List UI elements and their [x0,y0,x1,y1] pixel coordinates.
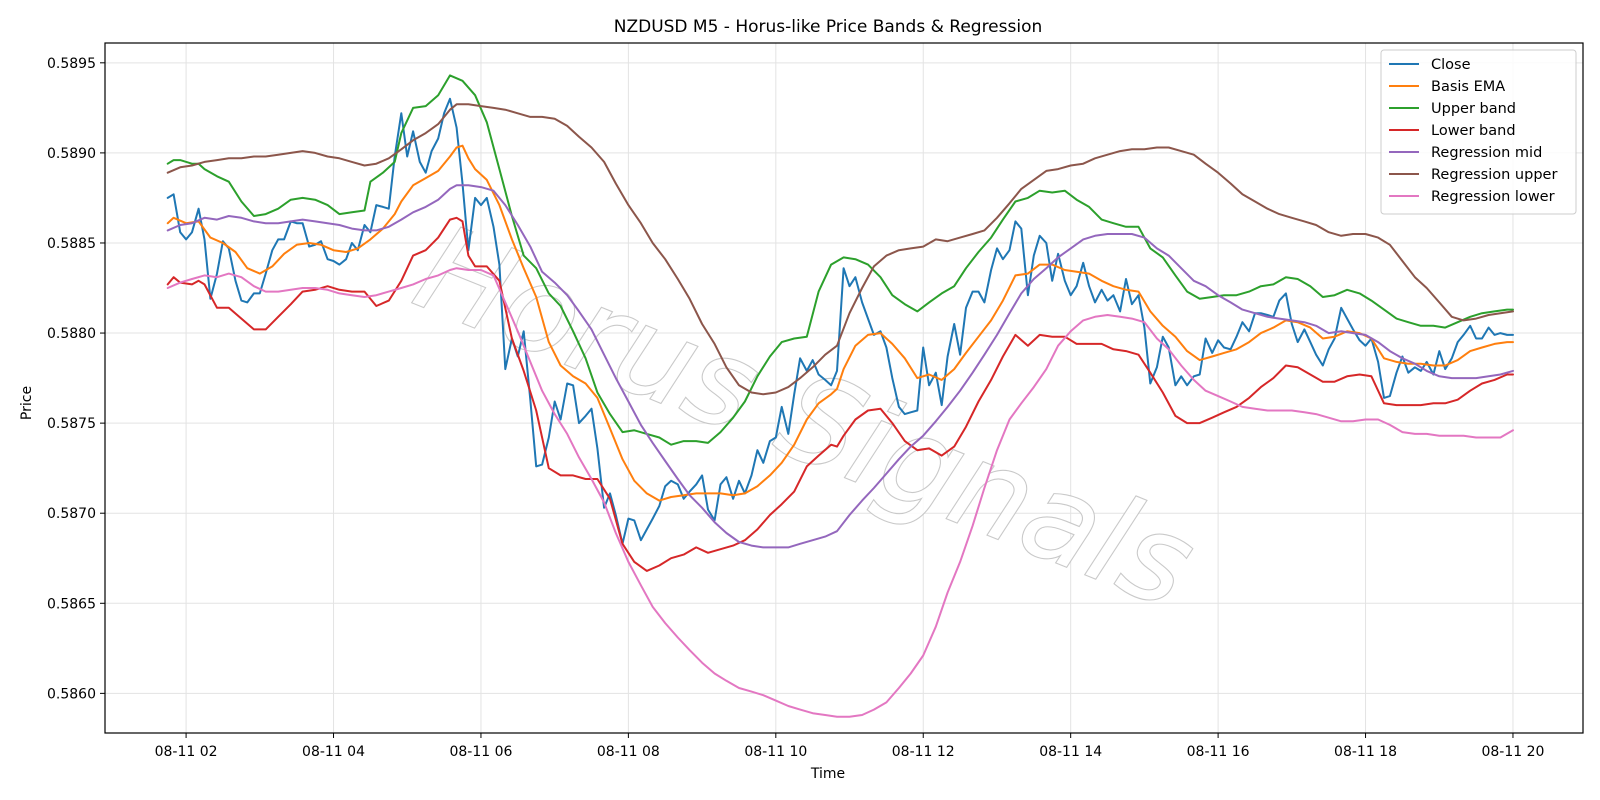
x-tick-label: 08-11 14 [1039,744,1102,760]
legend-box [1380,49,1577,215]
legend-label: Basis EMA [1431,79,1505,95]
x-tick-label: 08-11 06 [449,744,512,760]
x-tick-label: 08-11 12 [892,744,955,760]
y-tick-label: 0.5860 [47,686,96,702]
y-tick-label: 0.5890 [47,146,96,162]
legend-label: Regression lower [1431,189,1555,205]
y-tick-label: 0.5895 [47,56,96,72]
x-tick-label: 08-11 08 [597,744,660,760]
y-tick-label: 0.5875 [47,416,96,432]
legend-label: Lower band [1431,123,1516,139]
gridlines [105,43,1583,733]
x-tick-label: 08-11 04 [302,744,365,760]
y-tick-label: 0.5870 [47,506,96,522]
series-line-upper-band [166,74,1514,446]
x-tick-label: 08-11 16 [1187,744,1250,760]
series-line-regression-upper [166,103,1514,396]
series-line-lower-band [166,216,1514,572]
y-tick-label: 0.5885 [47,236,96,252]
legend-label: Regression upper [1431,167,1557,183]
y-axis: 0.5860 0.5865 0.5870 0.5875 0.5880 0.5885 0.58… [47,56,105,702]
x-tick-label: 08-11 02 [155,744,218,760]
x-tick-label: 08-11 10 [744,744,807,760]
watermark-text: Horus Signals [399,199,1212,635]
plot-area-frame [104,42,1584,734]
chart-title: NZDUSD M5 - Horus-like Price Bands & Reg… [614,17,1043,37]
x-axis: 08-11 02 08-11 04 08-11 06 08-11 08 08-11 10… [155,733,1544,760]
legend: Close Basis EMA Upper band Lower band Regres… [1380,49,1577,215]
x-tick-label: 08-11 20 [1481,744,1544,760]
x-axis-label: Time [810,766,845,782]
y-axis-label: Price [19,386,35,420]
series-line-regression-mid [166,184,1514,549]
legend-label: Upper band [1431,101,1516,117]
series-lines [166,74,1514,718]
legend-label: Regression mid [1431,145,1542,161]
series-line-regression-lower [166,267,1514,718]
y-tick-label: 0.5880 [47,326,96,342]
y-tick-label: 0.5865 [47,596,96,612]
legend-label: Close [1431,57,1471,73]
x-tick-label: 08-11 18 [1334,744,1397,760]
series-line-close [166,97,1514,545]
